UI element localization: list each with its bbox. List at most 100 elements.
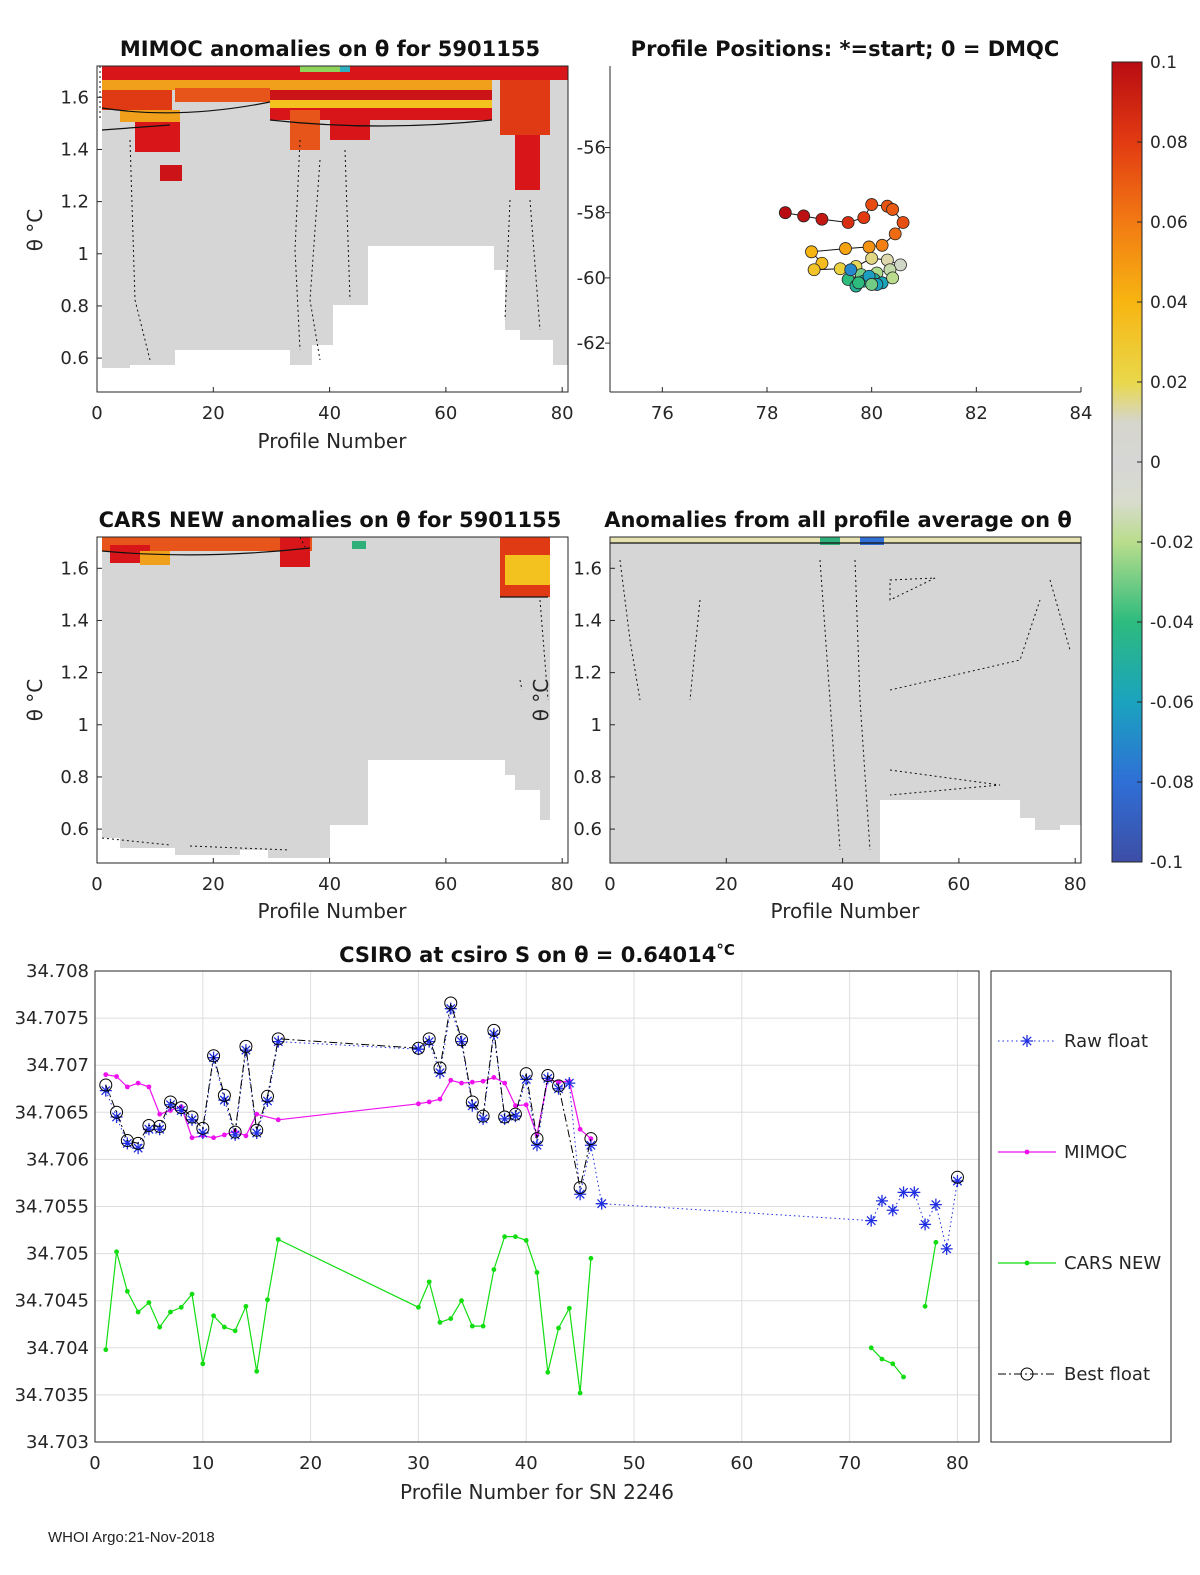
mimoc-point (556, 1079, 561, 1085)
mimoc-axes: 0 20 40 60 80 0.6 0.8 1 1.2 1.4 1.6 (60, 87, 573, 424)
raw-float-point (875, 1194, 888, 1207)
y-tick-label: 0.6 (60, 348, 89, 369)
legend-box (990, 970, 1172, 1443)
profile-position-point (896, 216, 910, 229)
y-tick-label: -62 (577, 333, 606, 354)
y-tick-label: 1 (78, 715, 89, 736)
cars-new-point (566, 1305, 572, 1311)
raw-float-point (175, 1104, 188, 1117)
raw-float-point (1021, 1035, 1033, 1047)
x-tick-label: 76 (651, 403, 674, 424)
cars-new-point (933, 1239, 939, 1245)
cars-new-point (448, 1316, 454, 1321)
mimoc-point (502, 1080, 508, 1086)
best-float-point (163, 1095, 177, 1109)
salinity-series (99, 996, 964, 1396)
x-tick-label: 60 (434, 874, 457, 895)
cars-new-line (870, 1347, 904, 1378)
y-tick-label: 34.7035 (15, 1385, 89, 1406)
best-float-point (185, 1110, 199, 1124)
x-tick-label: 80 (946, 1453, 969, 1474)
raw-float-point (951, 1175, 964, 1188)
salinity-axes: 0 10 20 30 40 50 60 70 80 34.703 34.7035 34.704 34.7… (15, 961, 969, 1474)
y-tick-label: 34.706 (26, 1149, 89, 1170)
raw-float-point (423, 1035, 436, 1048)
y-tick-label: 0.8 (60, 767, 89, 788)
best-float-point (228, 1125, 242, 1139)
best-float-point (476, 1109, 490, 1123)
y-tick-label: 1.6 (60, 558, 89, 579)
y-tick-label: 34.704 (26, 1338, 89, 1359)
mimoc-point (103, 1072, 109, 1078)
mimoc-point (448, 1077, 454, 1083)
raw-float-point (218, 1094, 231, 1107)
mimoc-xlabel: Profile Number (258, 429, 408, 453)
y-tick-label: 0.8 (60, 296, 89, 317)
raw-float-point (433, 1066, 446, 1079)
profile-position-point (894, 258, 907, 272)
allavg-xlabel: Profile Number (771, 899, 921, 923)
raw-float-point (929, 1198, 942, 1211)
cars-new-point (545, 1369, 551, 1375)
best-float-point (271, 1032, 285, 1046)
mimoc-point (491, 1075, 497, 1080)
cars-new-point (114, 1249, 119, 1255)
allavg-ylabel: θ °C (529, 679, 553, 722)
y-tick-label: -56 (577, 138, 606, 159)
y-tick-label: 1 (78, 244, 89, 265)
cars-new-point (178, 1304, 184, 1310)
allavg-title: Anomalies from all profile average on θ (604, 508, 1072, 532)
x-tick-label: 60 (947, 874, 970, 895)
best-float-point (99, 1078, 113, 1092)
best-float-point (552, 1079, 566, 1093)
positions-points (778, 198, 910, 293)
best-float-point (455, 1033, 469, 1047)
cars-new-point (588, 1255, 594, 1261)
best-float-point (174, 1101, 188, 1115)
mimoc-point (114, 1074, 119, 1079)
best-float-point (573, 1181, 587, 1195)
y-tick-label: 1 (591, 715, 602, 736)
mimoc-point (437, 1096, 443, 1102)
cars-new-point (491, 1267, 497, 1273)
mimoc-contours (99, 66, 541, 361)
allavg-axes: 0 20 40 60 80 0.6 0.8 1 1.2 1.4 1.6 (573, 558, 1086, 895)
x-tick-label: 30 (407, 1453, 430, 1474)
mimoc-point (469, 1079, 475, 1085)
mimoc-point (416, 1101, 421, 1107)
profile-position-point (865, 198, 879, 211)
x-tick-label: 10 (191, 1453, 214, 1474)
raw-float-point (153, 1123, 166, 1136)
raw-float-point (552, 1082, 565, 1095)
x-tick-label: 0 (89, 1453, 100, 1474)
profile-position-point (886, 203, 899, 216)
profile-position-point (852, 276, 865, 290)
cars-contours (101, 537, 549, 851)
cars-new-point (513, 1234, 518, 1240)
cars-new-point (275, 1237, 281, 1242)
x-tick-label: 60 (434, 403, 457, 424)
x-tick-label: 40 (318, 874, 341, 895)
cars-new-point (480, 1323, 486, 1329)
cars-new-point (534, 1270, 540, 1275)
raw-float-point (250, 1127, 263, 1140)
salinity-title-main: CSIRO at csiro S on θ = 0.64014 (339, 943, 716, 967)
cars-new-point (157, 1324, 163, 1330)
mimoc-point (135, 1080, 141, 1086)
x-tick-label: 40 (831, 874, 854, 895)
best-float-point (584, 1132, 598, 1146)
y-tick-label: -60 (577, 268, 606, 289)
raw-float-point (531, 1139, 543, 1152)
cars-new-point (502, 1234, 508, 1240)
colorbar-tick-label: 0 (1150, 453, 1161, 473)
best-float-point (950, 1170, 964, 1184)
cars-new-point (577, 1390, 583, 1396)
salinity-xlabel: Profile Number for SN 2246 (400, 1480, 674, 1504)
best-float-point (153, 1119, 167, 1133)
legend-label: Best float (1064, 1364, 1150, 1385)
raw-float-point (229, 1128, 242, 1141)
x-tick-label: 20 (202, 874, 225, 895)
positions-axes: 76 78 80 82 84 -56 -58 -60 -62 (577, 138, 1093, 425)
cars-new-point (416, 1304, 421, 1310)
cars-new-point (168, 1309, 173, 1315)
